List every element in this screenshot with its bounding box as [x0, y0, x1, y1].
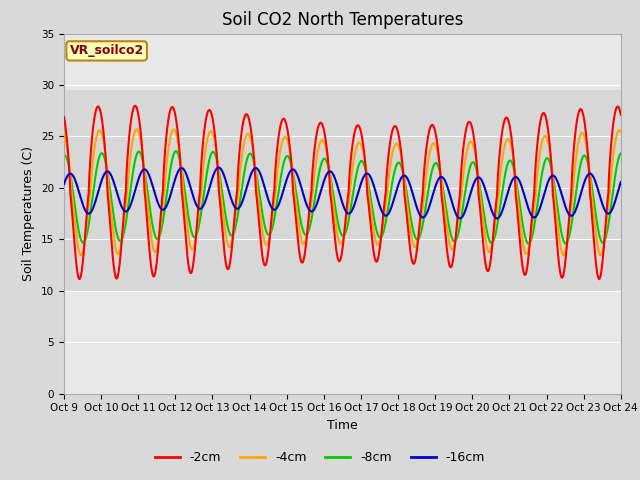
Bar — [64, 90, 621, 291]
Title: Soil CO2 North Temperatures: Soil CO2 North Temperatures — [221, 11, 463, 29]
Y-axis label: Soil Temperatures (C): Soil Temperatures (C) — [22, 146, 35, 281]
Legend: -2cm, -4cm, -8cm, -16cm: -2cm, -4cm, -8cm, -16cm — [150, 446, 490, 469]
Text: VR_soilco2: VR_soilco2 — [70, 44, 144, 58]
X-axis label: Time: Time — [327, 419, 358, 432]
